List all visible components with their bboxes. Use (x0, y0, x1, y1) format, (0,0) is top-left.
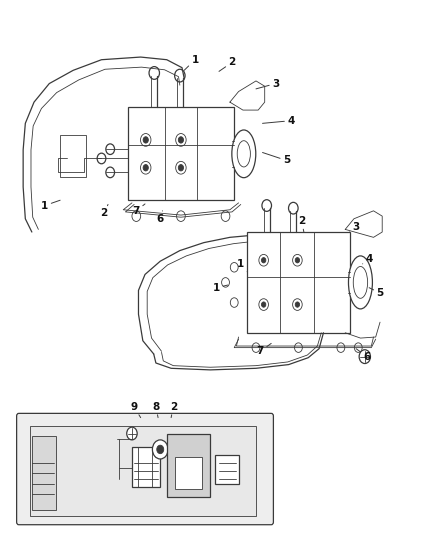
Circle shape (152, 440, 168, 459)
Circle shape (178, 165, 184, 171)
Text: 6: 6 (157, 211, 164, 224)
Text: 3: 3 (256, 78, 279, 89)
Circle shape (261, 302, 266, 307)
Text: 2: 2 (298, 216, 305, 232)
Circle shape (252, 343, 260, 352)
FancyBboxPatch shape (17, 414, 273, 524)
Ellipse shape (237, 141, 251, 167)
Bar (30, 425, 256, 516)
Bar (247, 232, 350, 333)
Circle shape (149, 67, 159, 79)
Text: 6: 6 (356, 349, 371, 361)
Bar (176, 457, 201, 489)
Circle shape (141, 134, 151, 146)
Circle shape (178, 137, 184, 143)
Circle shape (143, 165, 148, 171)
Text: 5: 5 (369, 288, 384, 298)
Bar (132, 447, 160, 487)
Text: 7: 7 (257, 343, 271, 357)
Text: 1: 1 (41, 200, 60, 211)
Circle shape (230, 263, 238, 272)
Circle shape (259, 254, 268, 266)
Circle shape (230, 298, 238, 308)
Text: 8: 8 (152, 402, 159, 418)
Circle shape (289, 203, 298, 214)
Circle shape (143, 137, 148, 143)
Circle shape (177, 211, 185, 221)
Circle shape (222, 278, 230, 287)
Bar (127, 108, 234, 200)
Text: 9: 9 (131, 402, 141, 418)
Circle shape (295, 257, 300, 263)
Circle shape (106, 167, 115, 177)
Bar (167, 433, 210, 497)
Circle shape (261, 257, 266, 263)
Circle shape (127, 427, 137, 440)
Text: 1: 1 (184, 55, 199, 70)
Circle shape (293, 298, 302, 310)
Bar (32, 436, 56, 511)
Circle shape (176, 134, 186, 146)
Circle shape (97, 153, 106, 164)
Circle shape (354, 343, 362, 352)
Circle shape (221, 211, 230, 221)
Circle shape (106, 144, 115, 155)
Bar (215, 455, 239, 484)
Text: 1: 1 (237, 259, 247, 272)
Circle shape (359, 350, 371, 364)
Ellipse shape (353, 266, 367, 298)
Circle shape (337, 343, 345, 352)
Circle shape (157, 445, 164, 454)
Circle shape (259, 298, 268, 310)
Text: 1: 1 (213, 282, 228, 293)
Circle shape (175, 69, 185, 82)
Text: 3: 3 (350, 222, 360, 232)
Circle shape (141, 161, 151, 174)
Text: 5: 5 (262, 152, 290, 165)
Circle shape (293, 254, 302, 266)
Bar (60, 135, 86, 177)
Circle shape (262, 200, 272, 212)
Text: 7: 7 (133, 204, 145, 216)
Ellipse shape (349, 256, 372, 309)
Circle shape (132, 211, 141, 221)
Circle shape (295, 302, 300, 307)
Text: 2: 2 (100, 205, 108, 219)
Text: 4: 4 (363, 254, 373, 264)
Text: 4: 4 (262, 116, 294, 126)
Circle shape (176, 161, 186, 174)
Text: 2: 2 (219, 58, 236, 71)
Ellipse shape (232, 130, 256, 177)
Text: 2: 2 (170, 402, 177, 418)
Circle shape (294, 343, 302, 352)
